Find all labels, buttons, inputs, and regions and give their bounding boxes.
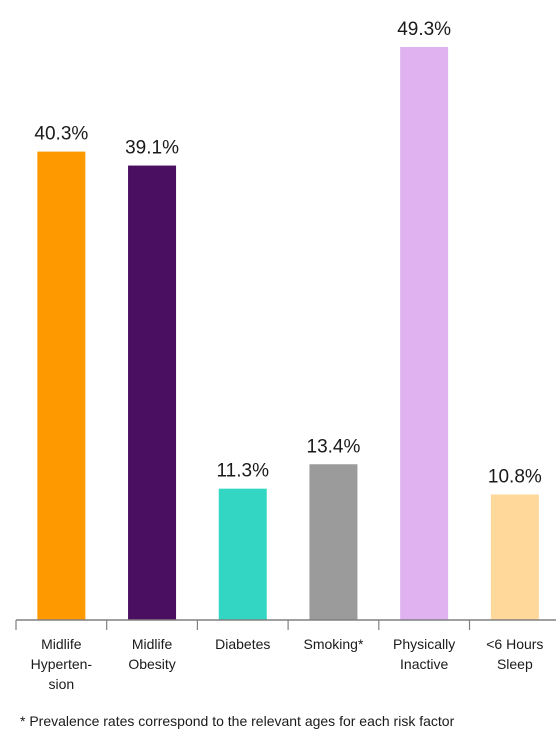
bar-value-label: 49.3% bbox=[397, 19, 451, 40]
category-label: Diabetes bbox=[215, 636, 270, 652]
x-axis-ticks-group bbox=[15, 620, 471, 630]
category-labels-group: Midlife Hyperten-sion Midlife Obesity Diabet… bbox=[31, 636, 544, 692]
bar bbox=[128, 165, 177, 620]
bar bbox=[400, 47, 449, 620]
category-label: Midlife Obesity bbox=[128, 636, 175, 672]
bar-value-label: 11.3% bbox=[217, 461, 270, 482]
bar bbox=[37, 151, 86, 620]
bars-group bbox=[37, 47, 539, 620]
category-label: <6 Hours Sleep bbox=[486, 636, 543, 672]
category-label: Midlife Hyperten-sion bbox=[31, 636, 93, 692]
category-label: Physically Inactive bbox=[393, 636, 455, 672]
bar-value-label: 10.8% bbox=[488, 466, 542, 487]
bar-chart: 40.3% 39.1% 11.3% 13.4% 49.3% 10.8% Midlife Hy… bbox=[15, 19, 556, 692]
bar-value-label: 40.3% bbox=[34, 124, 88, 145]
bar-value-label: 13.4% bbox=[307, 436, 361, 457]
value-labels-group: 40.3% 39.1% 11.3% 13.4% 49.3% 10.8% bbox=[34, 19, 541, 487]
bar bbox=[490, 494, 539, 620]
bar bbox=[218, 488, 267, 620]
bar-value-label: 39.1% bbox=[125, 138, 179, 159]
bar bbox=[309, 464, 358, 620]
category-label: Smoking* bbox=[303, 636, 363, 652]
footnote: * Prevalence rates correspond to the rel… bbox=[20, 713, 455, 729]
